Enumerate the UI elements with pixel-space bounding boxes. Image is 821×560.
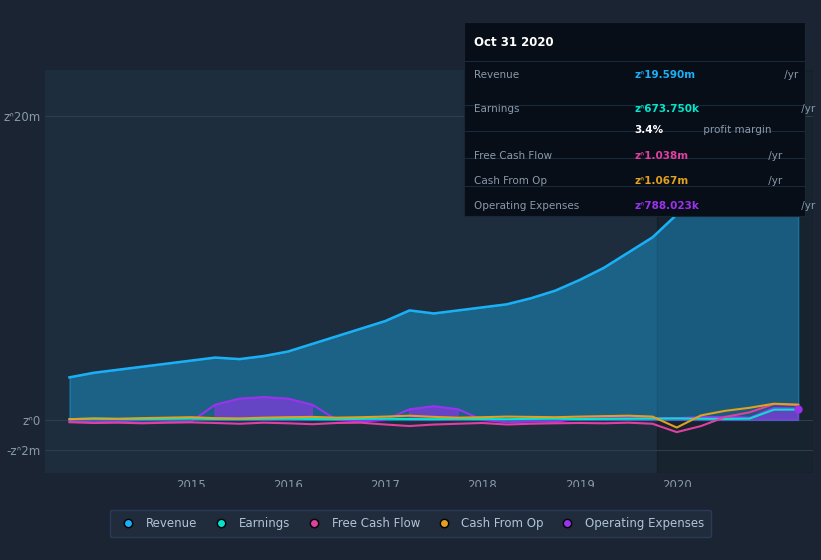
Text: profit margin: profit margin [699,125,771,136]
Text: /yr: /yr [798,104,815,114]
Text: zᐢ788.023k: zᐢ788.023k [635,201,699,211]
Text: Free Cash Flow: Free Cash Flow [474,151,553,161]
Text: /yr: /yr [765,151,782,161]
Text: zᐢ19.590m: zᐢ19.590m [635,71,695,81]
Text: /yr: /yr [782,71,799,81]
Text: zᐢ673.750k: zᐢ673.750k [635,104,699,114]
Legend: Revenue, Earnings, Free Cash Flow, Cash From Op, Operating Expenses: Revenue, Earnings, Free Cash Flow, Cash … [109,510,712,537]
Text: zᐢ1.038m: zᐢ1.038m [635,151,688,161]
Text: Revenue: Revenue [474,71,519,81]
Text: zᐢ1.067m: zᐢ1.067m [635,176,689,186]
Text: Cash From Op: Cash From Op [474,176,547,186]
Bar [658,70,813,473]
Text: Oct 31 2020: Oct 31 2020 [474,36,553,49]
Text: /yr: /yr [765,176,782,186]
Text: 3.4%: 3.4% [635,125,663,136]
Text: Operating Expenses: Operating Expenses [474,201,580,211]
Text: Earnings: Earnings [474,104,520,114]
Text: /yr: /yr [798,201,815,211]
